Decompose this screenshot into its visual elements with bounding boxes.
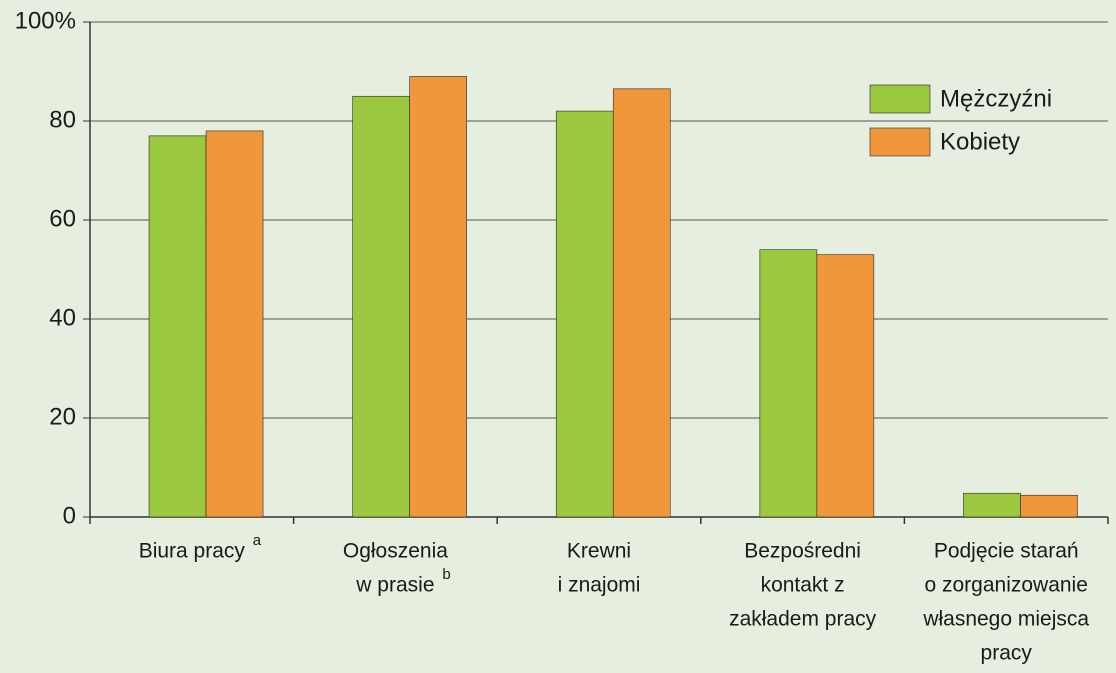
y-tick-label: 40: [49, 304, 76, 331]
bar: [612, 88, 671, 518]
legend-swatch: [869, 127, 931, 157]
bar: [759, 249, 818, 518]
x-tick-label: Bezpośredni: [744, 540, 861, 563]
y-tick-label: 100%: [15, 7, 76, 34]
x-tick-label: zakładem pracy: [729, 608, 877, 631]
footnote-mark: b: [442, 566, 450, 583]
legend-label: Mężczyźni: [940, 85, 1052, 112]
bar: [148, 135, 207, 518]
y-tick-label: 80: [49, 106, 76, 133]
bar: [352, 95, 410, 518]
x-tick-label: w prasie: [355, 574, 434, 597]
y-tick-label: 20: [49, 403, 76, 430]
bar: [963, 492, 1021, 518]
x-tick-label: własnego miejsca: [922, 608, 1089, 631]
bar: [816, 254, 875, 518]
x-tick-label: Podjęcie starań: [934, 540, 1079, 563]
x-tick-label: o zorganizowanie: [924, 574, 1087, 597]
x-tick-label: Krewni: [567, 540, 631, 563]
legend-label: Kobiety: [940, 128, 1020, 155]
bar: [1020, 494, 1078, 518]
bar: [555, 110, 614, 518]
y-tick-label: 60: [49, 205, 76, 232]
bar: [205, 130, 264, 518]
legend-swatch: [869, 84, 931, 114]
x-tick-label: Ogłoszenia: [343, 540, 448, 563]
x-tick-label: kontakt z: [761, 574, 845, 597]
bar: [409, 76, 467, 518]
x-tick-label: pracy: [981, 642, 1033, 665]
x-tick-label: i znajomi: [558, 574, 641, 597]
y-tick-label: 0: [63, 502, 76, 529]
x-tick-label: Biura pracy: [139, 540, 246, 563]
footnote-mark: a: [253, 532, 262, 549]
